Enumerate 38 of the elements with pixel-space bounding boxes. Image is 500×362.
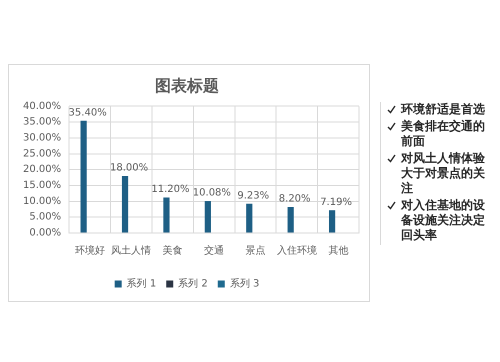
data-label: 8.20% [278, 194, 311, 205]
bar [246, 204, 252, 232]
text: 环境舒适是首选 [401, 102, 485, 117]
bar [122, 176, 128, 232]
y-tick-label: 10.00% [22, 196, 62, 207]
data-label: 11.20% [151, 184, 190, 196]
y-tick-label: 35.00% [22, 116, 62, 128]
x-tick-label: 美食 [162, 244, 183, 257]
text: 对入住基地的设备设施关注决定回头率 [401, 198, 486, 243]
bar [328, 210, 336, 232]
x-tick-label: 交通 [204, 244, 224, 257]
bar [288, 207, 294, 232]
chart-title: 图表标题 [155, 76, 219, 95]
data-label: 10.08% [192, 188, 231, 199]
legend-label: 系列 3 [230, 278, 260, 290]
text: 对风土人情体验大于对景点的关注 [401, 151, 486, 196]
bar [80, 120, 87, 232]
x-tick-label: 景点 [245, 244, 266, 257]
y-tick-label: 25.00% [22, 148, 62, 160]
y-tick-label: 40.00% [22, 100, 62, 112]
y-tick-label: 20.00% [22, 164, 62, 176]
data-label: 18.00% [110, 162, 148, 174]
legend-label: 系列 1 [126, 278, 156, 290]
y-tick-label: 0.00% [29, 228, 62, 239]
text: 美食排在交通的前面 [401, 119, 486, 149]
x-tick-label: 风土人情 [111, 244, 152, 257]
x-tick-label: 环境好 [74, 244, 105, 257]
data-label: 35.40% [68, 107, 107, 118]
y-tick-label: 30.00% [22, 132, 62, 144]
legend-label: 系列 2 [178, 278, 208, 290]
x-tick-label: 入住环境 [276, 244, 317, 257]
bar [204, 201, 211, 232]
data-label: 7.19% [320, 196, 352, 208]
x-tick-label: 其他 [328, 244, 348, 257]
y-tick-label: 15.00% [22, 180, 62, 192]
data-label: 9.23% [237, 190, 270, 202]
bar [163, 197, 170, 232]
y-tick-label: 5.00% [29, 212, 62, 223]
